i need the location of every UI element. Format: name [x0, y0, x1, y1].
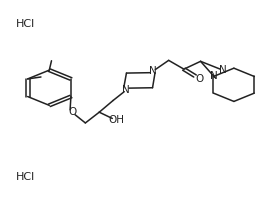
Text: HCl: HCl	[16, 19, 35, 29]
Text: HCl: HCl	[16, 172, 35, 182]
Text: O: O	[68, 107, 76, 117]
Text: N: N	[149, 66, 157, 76]
Text: OH: OH	[108, 115, 124, 125]
Text: N: N	[210, 72, 217, 82]
Text: N: N	[219, 65, 227, 75]
Text: N: N	[122, 85, 130, 95]
Text: O: O	[195, 74, 204, 84]
